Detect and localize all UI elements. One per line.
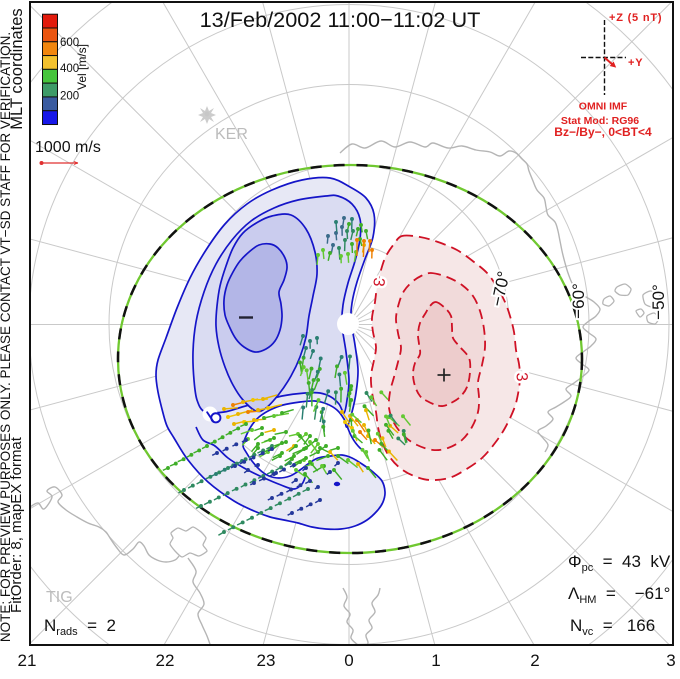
svg-text:TIG: TIG (46, 589, 73, 606)
svg-text:FitOrder: 8, mapEX format: FitOrder: 8, mapEX format (8, 436, 25, 613)
svg-text:MLT coordinates: MLT coordinates (8, 8, 26, 129)
svg-text:Vel [m/s]: Vel [m/s] (75, 44, 89, 90)
svg-text:Bz−/By−, 0<BT<4: Bz−/By−, 0<BT<4 (554, 125, 652, 139)
svg-text:3: 3 (512, 372, 530, 382)
svg-text:3: 3 (666, 651, 675, 670)
svg-text:1: 1 (431, 651, 440, 670)
svg-text:−50°: −50° (649, 284, 668, 320)
svg-text:23: 23 (257, 651, 276, 670)
svg-text:+Z (5 nT): +Z (5 nT) (609, 12, 662, 24)
svg-text:200: 200 (60, 91, 79, 103)
svg-text:−60°: −60° (569, 283, 588, 319)
svg-text:21: 21 (18, 651, 37, 670)
svg-text:+Y: +Y (628, 57, 643, 69)
svg-text:3: 3 (369, 277, 387, 287)
svg-text:KER: KER (215, 126, 248, 143)
svg-text:Nrads = 2: Nrads = 2 (44, 616, 116, 638)
svg-text:0: 0 (344, 651, 353, 670)
svg-text:22: 22 (156, 651, 175, 670)
svg-text:13/Feb/2002 11:00−11:02 UT: 13/Feb/2002 11:00−11:02 UT (200, 7, 481, 32)
svg-text:2: 2 (530, 651, 539, 670)
svg-text:OMNI IMF: OMNI IMF (579, 101, 628, 113)
svg-text:1000 m/s: 1000 m/s (35, 139, 101, 156)
